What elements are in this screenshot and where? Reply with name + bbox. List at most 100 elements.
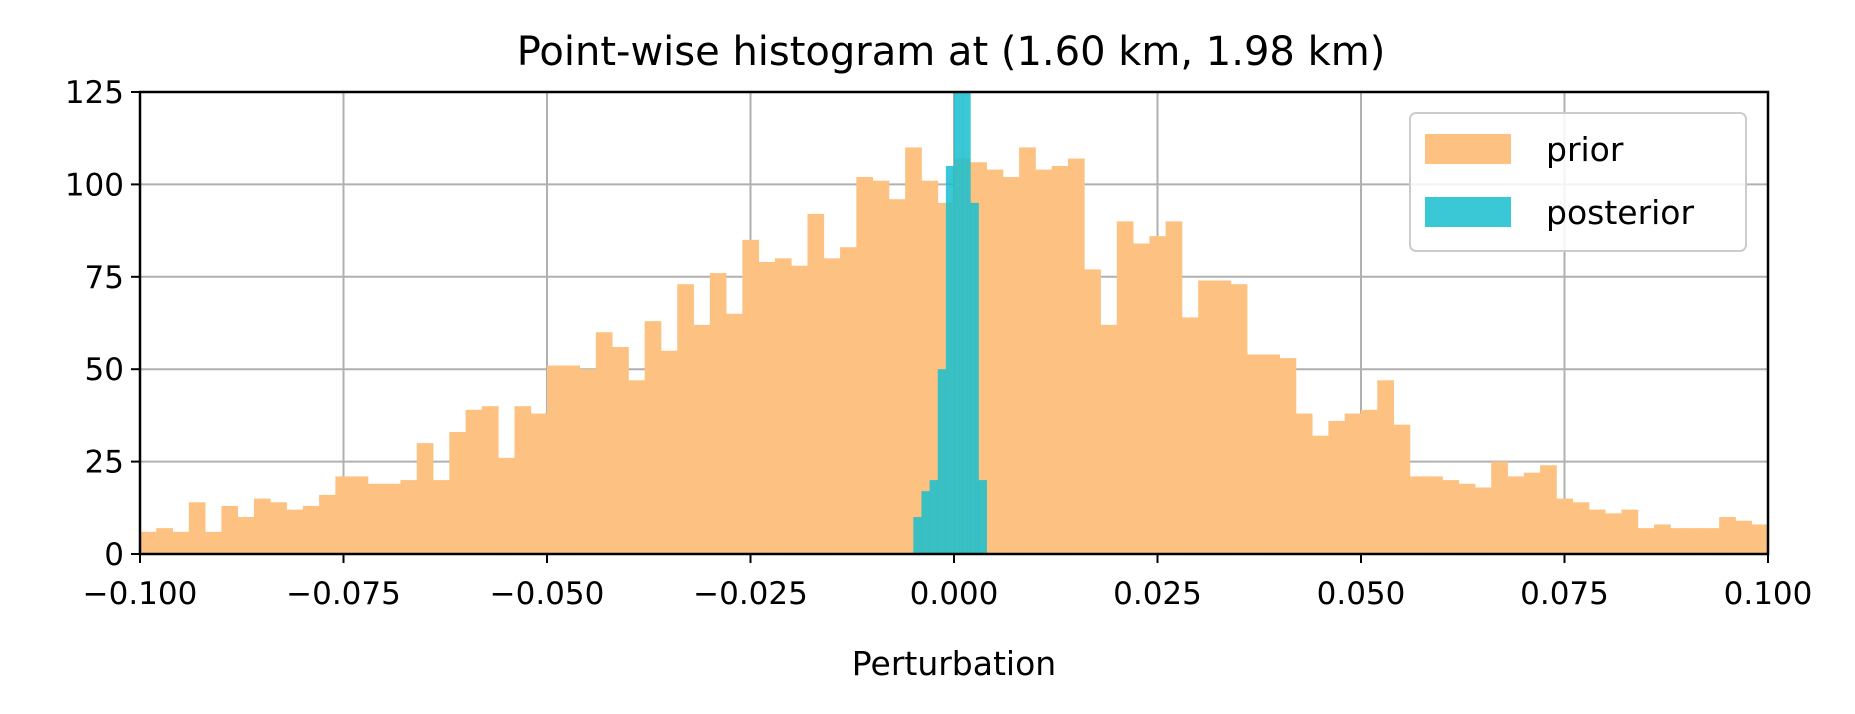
prior-bar-1 [156, 528, 173, 554]
legend-swatch-posterior [1425, 197, 1511, 227]
legend-label-posterior: posterior [1546, 193, 1694, 232]
prior-bar-54 [1019, 147, 1036, 554]
posterior-bar-2 [929, 480, 939, 554]
prior-bar-11 [319, 494, 336, 554]
prior-bar-61 [1133, 243, 1150, 554]
prior-bar-36 [726, 313, 743, 554]
prior-bar-91 [1621, 509, 1639, 554]
prior-bar-5 [221, 505, 239, 554]
prior-bar-26 [563, 365, 580, 554]
prior-bar-3 [188, 502, 206, 554]
prior-bars [140, 147, 1768, 554]
prior-bar-96 [1702, 528, 1720, 554]
legend: prior posterior [1409, 112, 1747, 252]
prior-bar-39 [774, 258, 792, 554]
prior-bar-59 [1100, 324, 1118, 554]
legend-swatch-prior [1425, 134, 1511, 164]
prior-bar-38 [758, 262, 776, 554]
prior-bar-52 [986, 169, 1004, 554]
prior-bar-90 [1605, 513, 1622, 554]
prior-bar-53 [1002, 177, 1020, 554]
y-tick-label-2: 50 [85, 352, 124, 388]
posterior-bar-0 [913, 517, 922, 554]
prior-bar-55 [1035, 169, 1053, 554]
prior-bar-14 [367, 483, 385, 554]
prior-bar-28 [595, 332, 613, 554]
prior-bar-29 [612, 347, 629, 554]
x-tick-label-2: −0.050 [490, 576, 605, 612]
prior-bar-21 [481, 406, 499, 554]
prior-bar-69 [1263, 354, 1280, 554]
x-tick-label-8: 0.100 [1724, 576, 1813, 612]
prior-bar-12 [335, 476, 353, 554]
posterior-bar-6 [962, 92, 971, 554]
prior-bar-98 [1735, 520, 1753, 554]
prior-bar-85 [1523, 472, 1541, 554]
prior-bar-87 [1556, 498, 1574, 554]
x-tick-label-4: 0.000 [910, 576, 999, 612]
x-axis-label: Perturbation [852, 644, 1056, 683]
prior-bar-76 [1377, 380, 1394, 554]
prior-bar-83 [1491, 461, 1508, 554]
prior-bar-88 [1572, 502, 1590, 554]
prior-bar-42 [823, 258, 841, 554]
x-axis: −0.100 −0.075 −0.050 −0.025 0.000 0.025 0.050 0… [83, 554, 1813, 612]
posterior-bars [913, 92, 987, 554]
x-tick-label-7: 0.075 [1520, 576, 1609, 612]
prior-bar-93 [1654, 524, 1671, 554]
x-tick-label-1: −0.075 [286, 576, 401, 612]
prior-bar-25 [547, 365, 564, 554]
prior-bar-62 [1149, 236, 1167, 554]
prior-bar-17 [416, 443, 434, 554]
prior-bar-71 [1295, 413, 1313, 554]
prior-bar-33 [677, 284, 694, 554]
x-tick-label-0: −0.100 [83, 576, 198, 612]
prior-bar-2 [172, 531, 190, 554]
prior-bar-37 [742, 239, 760, 554]
prior-bar-84 [1507, 476, 1525, 554]
prior-bar-72 [1312, 435, 1329, 554]
y-tick-label-1: 25 [85, 445, 124, 481]
prior-bar-57 [1067, 158, 1085, 554]
prior-bar-18 [433, 480, 450, 554]
prior-bar-8 [270, 502, 287, 554]
prior-bar-99 [1751, 524, 1768, 554]
prior-bar-20 [465, 409, 483, 554]
legend-label-prior: prior [1546, 130, 1624, 169]
prior-bar-32 [660, 350, 678, 554]
prior-bar-22 [498, 457, 515, 554]
prior-bar-9 [286, 509, 304, 554]
prior-bar-74 [1344, 413, 1362, 554]
prior-bar-78 [1409, 476, 1427, 554]
prior-bar-79 [1426, 476, 1443, 554]
prior-bar-7 [253, 498, 271, 554]
prior-bar-24 [530, 413, 548, 554]
prior-bar-23 [514, 406, 532, 554]
prior-bar-27 [579, 369, 597, 554]
posterior-bar-3 [937, 369, 947, 554]
y-axis: 0 25 50 75 100 125 [65, 75, 140, 573]
prior-bar-97 [1719, 517, 1736, 554]
y-tick-label-3: 75 [85, 260, 124, 296]
prior-bar-0 [140, 531, 157, 554]
posterior-bar-5 [954, 92, 963, 554]
posterior-bar-7 [970, 202, 979, 554]
prior-bar-94 [1670, 528, 1687, 554]
prior-bar-30 [628, 380, 646, 554]
prior-bar-35 [709, 273, 727, 554]
prior-bar-63 [1165, 221, 1183, 554]
prior-bar-82 [1474, 487, 1492, 554]
prior-bar-34 [693, 324, 711, 554]
prior-bar-58 [1084, 269, 1101, 554]
prior-bar-31 [644, 321, 662, 554]
prior-bar-43 [840, 247, 857, 554]
prior-bar-73 [1328, 420, 1346, 554]
prior-bar-16 [400, 480, 418, 554]
prior-bar-13 [351, 476, 369, 554]
prior-bar-44 [856, 177, 873, 554]
y-tick-label-4: 100 [65, 167, 124, 203]
prior-bar-81 [1458, 483, 1476, 554]
prior-bar-92 [1637, 528, 1655, 554]
prior-bar-40 [791, 265, 808, 554]
